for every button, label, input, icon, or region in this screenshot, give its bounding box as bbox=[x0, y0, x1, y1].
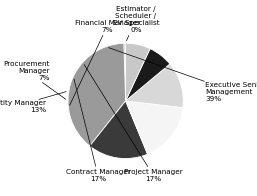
Wedge shape bbox=[124, 43, 126, 101]
Wedge shape bbox=[68, 43, 126, 146]
Text: Contract Manager
17%: Contract Manager 17% bbox=[66, 79, 130, 182]
Text: Quantity Manager
13%: Quantity Manager 13% bbox=[0, 92, 66, 113]
Text: Project Manager
17%: Project Manager 17% bbox=[84, 65, 183, 182]
Wedge shape bbox=[90, 101, 148, 159]
Wedge shape bbox=[126, 101, 183, 154]
Wedge shape bbox=[126, 64, 183, 108]
Text: Financial Manager
7%: Financial Manager 7% bbox=[70, 20, 140, 105]
Text: Procurement
Manager
7%: Procurement Manager 7% bbox=[3, 61, 66, 99]
Wedge shape bbox=[126, 49, 170, 101]
Text: Executive Senior
Management
39%: Executive Senior Management 39% bbox=[108, 48, 257, 102]
Wedge shape bbox=[126, 43, 150, 101]
Text: Estimator /
Scheduler /
EV Specialist
0%: Estimator / Scheduler / EV Specialist 0% bbox=[113, 6, 159, 41]
